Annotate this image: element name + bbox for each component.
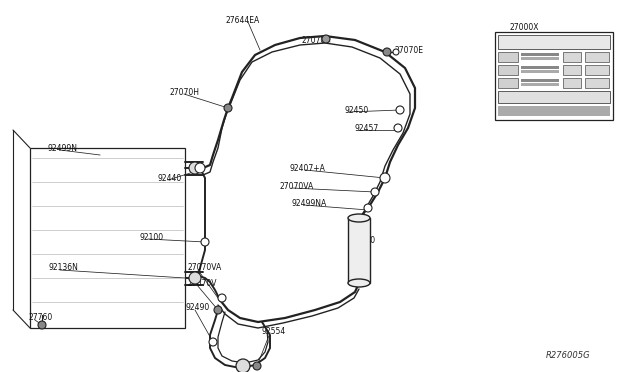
Bar [30, 148, 185, 328]
Bar [521, 57, 559, 60]
Bar [521, 70, 559, 73]
Text: 92100: 92100 [140, 232, 164, 241]
Circle shape [214, 306, 222, 314]
Text: 27070VA: 27070VA [280, 182, 314, 190]
Circle shape [189, 272, 201, 284]
Text: 27000X: 27000X [510, 22, 540, 32]
Circle shape [394, 124, 402, 132]
Bar [498, 106, 610, 116]
Circle shape [236, 359, 250, 372]
Circle shape [195, 163, 205, 173]
Circle shape [383, 48, 391, 56]
Circle shape [396, 106, 404, 114]
Text: R276005G: R276005G [545, 350, 590, 359]
Bar [348, 218, 370, 283]
Text: 27070VA: 27070VA [188, 263, 222, 273]
Text: 92450: 92450 [345, 106, 369, 115]
Text: 92440: 92440 [158, 173, 182, 183]
Bar [495, 32, 613, 120]
Bar [498, 91, 610, 103]
Bar [563, 78, 581, 88]
Bar [498, 52, 518, 62]
Bar [563, 52, 581, 62]
Bar [585, 52, 609, 62]
Text: 92554: 92554 [262, 327, 286, 337]
Text: 27644EA: 27644EA [226, 16, 260, 25]
Circle shape [371, 188, 379, 196]
Bar [521, 66, 559, 69]
Circle shape [224, 104, 232, 112]
Text: 92136N: 92136N [48, 263, 78, 273]
Text: 92490: 92490 [185, 302, 209, 311]
Text: 27760: 27760 [28, 314, 52, 323]
Text: CAUTION: CAUTION [540, 94, 568, 99]
Circle shape [201, 238, 209, 246]
Bar [563, 65, 581, 75]
Circle shape [253, 362, 261, 370]
Circle shape [380, 173, 390, 183]
Bar [498, 65, 518, 75]
Text: AIR CONDITIONER: AIR CONDITIONER [525, 39, 582, 45]
Bar [498, 78, 518, 88]
Text: 92407+A: 92407+A [290, 164, 326, 173]
Bar [498, 35, 610, 49]
Ellipse shape [348, 279, 370, 287]
Circle shape [218, 294, 226, 302]
Text: 27070P: 27070P [302, 35, 331, 45]
Bar [585, 78, 609, 88]
Circle shape [393, 49, 399, 55]
Bar [585, 65, 609, 75]
Text: 27070V: 27070V [187, 279, 216, 288]
Circle shape [322, 35, 330, 43]
Circle shape [209, 338, 217, 346]
Text: 92499NA: 92499NA [292, 199, 327, 208]
Circle shape [189, 162, 201, 174]
Circle shape [364, 204, 372, 212]
Bar [521, 83, 559, 86]
Text: 92457: 92457 [355, 124, 380, 132]
Text: 27070E: 27070E [395, 45, 424, 55]
Bar [521, 53, 559, 56]
Bar [521, 79, 559, 82]
Text: 92499N: 92499N [47, 144, 77, 153]
Ellipse shape [348, 214, 370, 222]
Circle shape [38, 321, 46, 329]
Text: 27070H: 27070H [170, 87, 200, 96]
Text: 92480: 92480 [352, 235, 376, 244]
